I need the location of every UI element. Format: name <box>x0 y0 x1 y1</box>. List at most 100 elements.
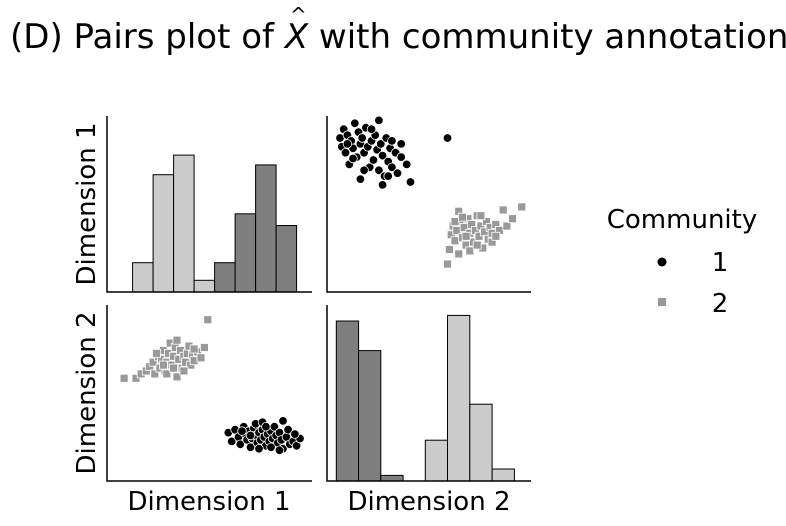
scatter-point-community-1-43 <box>396 139 406 149</box>
scatter-point-community-2-6 <box>452 225 462 235</box>
chart-title-suffix: with community annotation <box>308 17 786 57</box>
hist-bar-6-community-1 <box>234 213 257 293</box>
scatter-point-community-2-38 <box>472 240 482 250</box>
panel-12-spines <box>326 116 531 293</box>
scatter-point-community-1-37 <box>359 165 369 176</box>
panel-21-spines <box>106 305 312 482</box>
scatter-point-community-1-31 <box>392 168 403 178</box>
panel-hist-dimension-1 <box>132 154 298 293</box>
scatter-point-community-1-40 <box>278 416 288 426</box>
hist-bar-2-community-1 <box>358 350 382 482</box>
scatter-point-community-1-40 <box>387 136 397 146</box>
hist-bar-4-community-2 <box>193 279 216 293</box>
chart-title-symbol: X <box>283 17 309 57</box>
scatter-point-community-2-39 <box>158 360 168 370</box>
scatter-point-community-1-19 <box>368 155 379 165</box>
legend-marker-community-1 <box>657 257 667 267</box>
scatter-point-community-1-29 <box>387 162 397 173</box>
scatter-point-community-1-43 <box>254 444 264 454</box>
hist-bar-3-community-1 <box>380 474 404 482</box>
row-label-dimension-2: Dimension 2 <box>72 311 102 474</box>
scatter-point-community-2-18 <box>474 231 484 241</box>
scatter-point-community-1-45 <box>261 422 271 432</box>
column-label-dimension-1: Dimension 1 <box>127 487 290 517</box>
scatter-point-community-2-34 <box>476 211 486 221</box>
scatter-point-community-2-38 <box>169 363 179 373</box>
hist-bar-3-community-2 <box>173 154 195 293</box>
row-label-dimension-1: Dimension 1 <box>72 122 102 285</box>
scatter-point-community-1-39 <box>366 124 377 134</box>
scatter-point-community-2-19 <box>172 372 182 382</box>
scatter-point-community-2-39 <box>457 212 467 222</box>
legend: Community 1 2 <box>607 205 757 319</box>
scatter-point-community-1-5 <box>235 439 246 450</box>
scatter-point-community-2-34 <box>152 348 161 358</box>
hist-bar-8-community-1 <box>275 225 298 293</box>
scatter-point-community-1-23 <box>376 139 386 149</box>
scatter-point-community-2-36 <box>172 335 182 345</box>
title-hat-glyph: ^ <box>290 3 307 27</box>
scatter-point-community-2-36 <box>450 217 460 227</box>
scatter-point-community-1-24 <box>377 150 388 161</box>
scatter-point-community-2-30 <box>508 214 517 224</box>
hist-bar-2-community-2 <box>152 174 175 293</box>
scatter-point-community-2-40 <box>189 344 199 354</box>
panel-hist-dimension-2 <box>335 314 515 482</box>
scatter-point-community-2-31 <box>517 202 527 212</box>
scatter-point-community-1-44 <box>290 429 300 439</box>
scatter-point-community-1-45 <box>342 139 353 149</box>
hist-bar-1-community-2 <box>132 262 154 293</box>
column-label-dimension-2: Dimension 2 <box>347 487 510 517</box>
scatter-point-community-1-41 <box>283 425 293 435</box>
scatter-point-community-1-32 <box>396 152 406 162</box>
scatter-point-community-1-35 <box>442 133 453 143</box>
legend-marker-community-2 <box>658 298 666 306</box>
scatter-point-community-2-33 <box>465 246 475 256</box>
legend-label-community-2: 2 <box>712 289 729 319</box>
chart-title-prefix: (D) Pairs plot of <box>10 17 285 57</box>
chart-title: (D) Pairs plot of X with community annot… <box>10 17 786 57</box>
scatter-point-community-2-2 <box>444 245 454 254</box>
hist-bar-6-community-2 <box>469 403 493 482</box>
scatter-point-community-2-35 <box>461 231 471 241</box>
panel-11-spines <box>106 116 312 293</box>
scatter-point-community-1-42 <box>355 174 366 184</box>
panel-22-spines <box>326 305 531 482</box>
scatter-point-community-2-1 <box>119 373 129 383</box>
scatter-point-community-2-35 <box>162 369 172 379</box>
scatter-point-community-1-44 <box>383 171 393 181</box>
scatter-point-community-1-36 <box>377 180 388 190</box>
scatter-point-community-1-38 <box>348 153 358 164</box>
scatter-point-community-1-41 <box>374 115 384 126</box>
scatter-point-community-2-31 <box>196 353 206 363</box>
scatter-point-community-1-22 <box>374 165 384 176</box>
hist-bar-5-community-2 <box>447 314 471 482</box>
scatter-point-community-2-37 <box>179 366 189 376</box>
scatter-point-community-2-1 <box>443 259 452 269</box>
scatter-point-community-2-7 <box>454 249 464 259</box>
scatter-point-community-2-33 <box>203 315 213 325</box>
panel-scatter-dim2-vs-dim1 <box>335 115 527 269</box>
scatter-point-community-1-34 <box>405 177 416 187</box>
scatter-point-community-2-5 <box>450 236 460 246</box>
scatter-point-community-2-32 <box>199 343 209 352</box>
scatter-point-community-1-39 <box>237 426 247 436</box>
hist-bar-7-community-2 <box>491 468 515 482</box>
scatter-point-community-1-38 <box>245 430 256 441</box>
scatter-point-community-2-40 <box>491 231 501 241</box>
scatter-point-community-1-33 <box>402 159 412 170</box>
scatter-point-community-2-6 <box>148 357 158 367</box>
scatter-point-community-1-42 <box>274 445 285 455</box>
legend-title: Community <box>607 205 757 235</box>
scatter-point-community-1-4 <box>340 147 351 158</box>
scatter-point-community-1-9 <box>350 118 360 129</box>
scatter-point-community-1-37 <box>266 442 276 453</box>
hist-bar-7-community-1 <box>255 164 277 293</box>
scatter-point-community-2-7 <box>150 369 160 379</box>
hist-bar-5-community-1 <box>214 262 236 293</box>
scatter-point-community-2-28 <box>498 205 508 215</box>
scatter-point-community-1-2 <box>226 436 237 447</box>
scatter-point-community-2-29 <box>502 221 512 231</box>
hist-bar-1-community-1 <box>335 320 360 482</box>
